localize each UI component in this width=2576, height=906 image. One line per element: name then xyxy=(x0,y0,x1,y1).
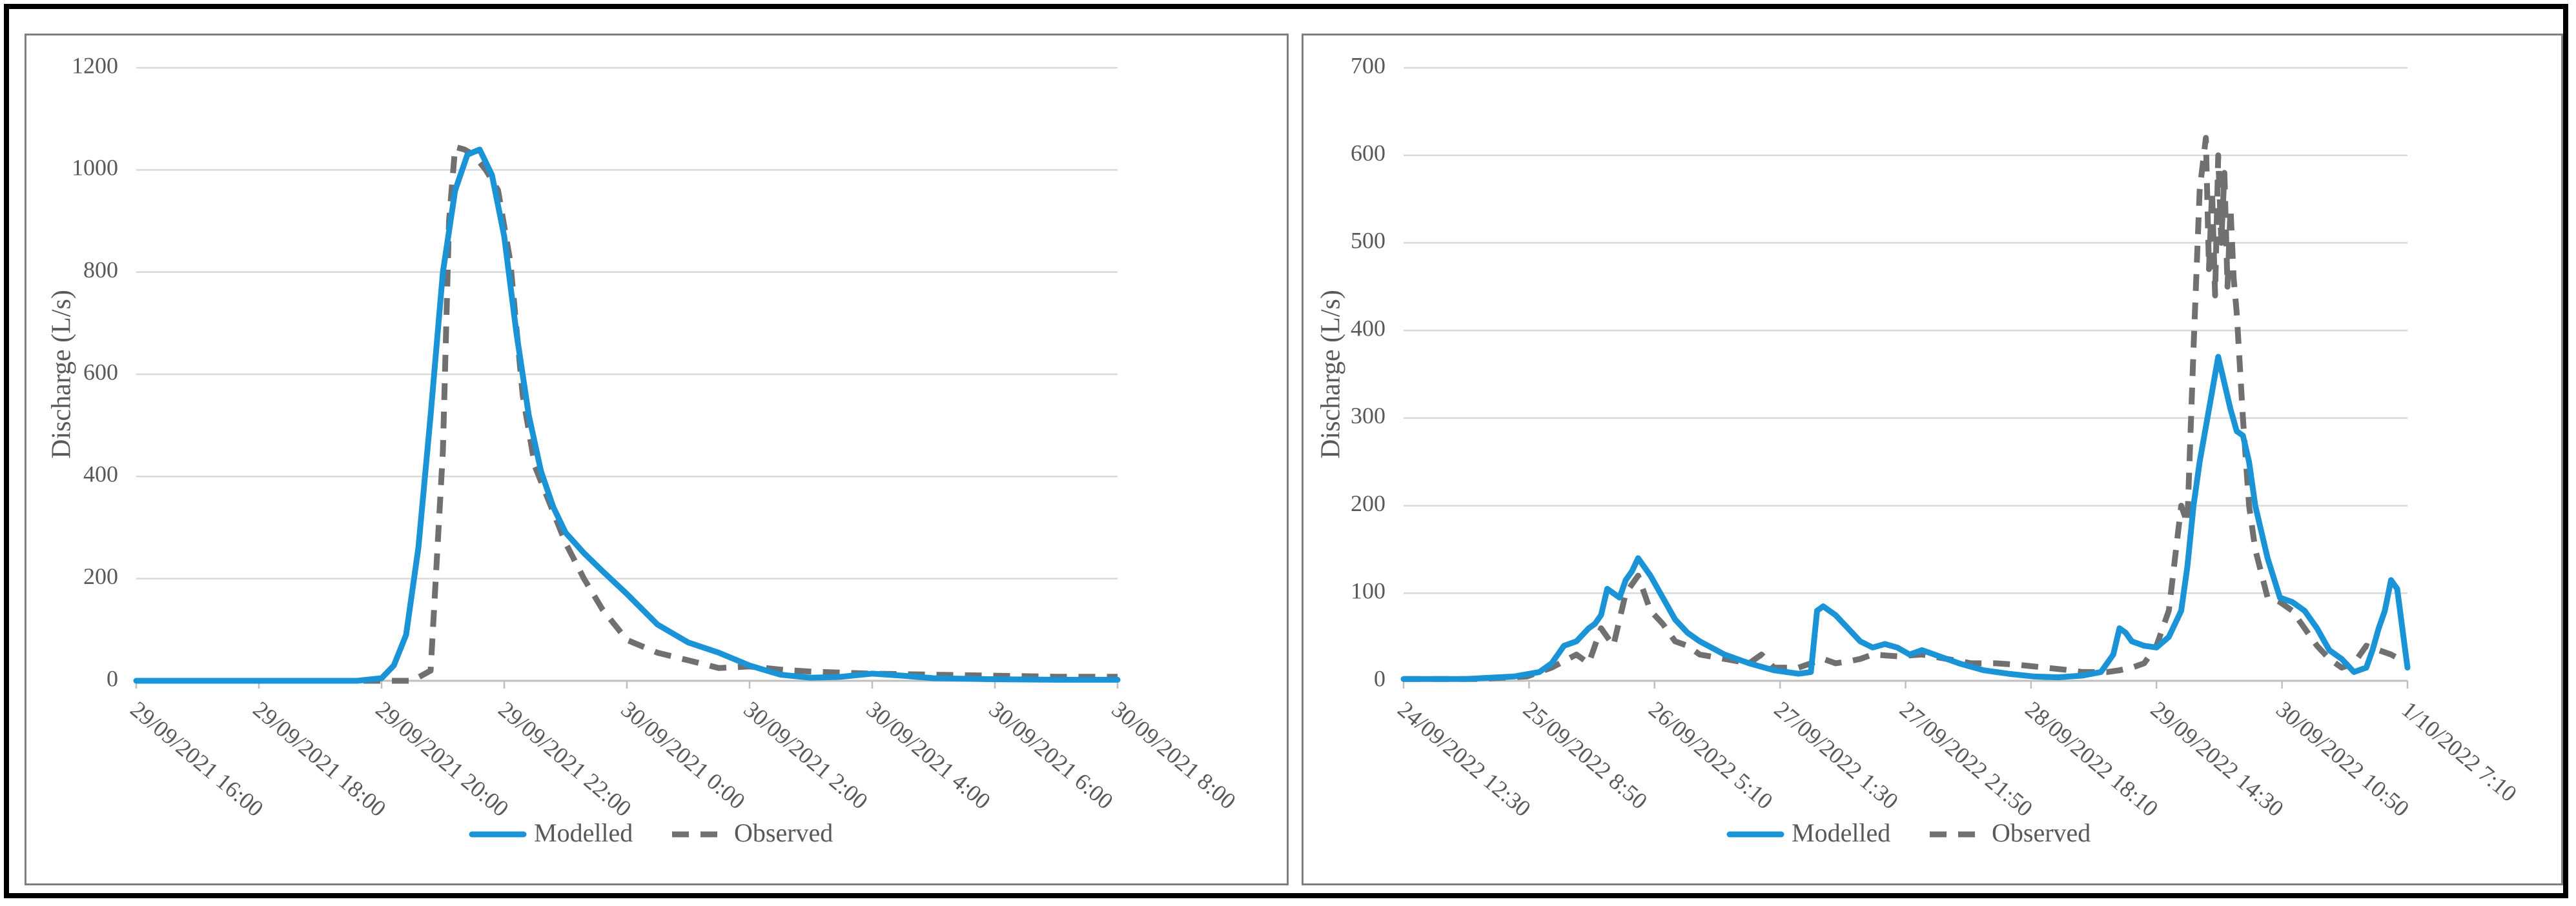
legend-label: Modelled xyxy=(1792,818,1890,847)
x-tick-label: 30/09/2021 6:00 xyxy=(985,696,1118,814)
y-tick-label: 400 xyxy=(1351,315,1385,341)
chart-panel-left: 0 200 400 600 800 1000 1200 29/09/2021 16:00 29/… xyxy=(25,34,1289,885)
y-tick-label: 1000 xyxy=(72,155,118,181)
x-tick-label: 27/09/2022 21:50 xyxy=(1895,696,2038,822)
x-tick-label: 30/09/2021 2:00 xyxy=(739,696,873,814)
y-tick-label: 400 xyxy=(83,461,118,487)
x-tick-label: 29/09/2021 18:00 xyxy=(249,696,391,822)
y-tick-label: 0 xyxy=(107,665,118,691)
x-tick-label: 24/09/2022 12:30 xyxy=(1393,696,1536,822)
y-tick-label: 0 xyxy=(1374,665,1385,691)
y-tick-label: 500 xyxy=(1351,228,1385,254)
x-tick-label: 26/09/2022 5:10 xyxy=(1644,696,1777,814)
series-line-modelled xyxy=(1400,354,2411,682)
legend-label: Observed xyxy=(1992,818,2090,847)
y-tick-label: 200 xyxy=(83,563,118,589)
x-tick-label: 28/09/2022 18:10 xyxy=(2020,696,2163,822)
y-tick-label: 800 xyxy=(83,257,118,283)
x-tick-label: 29/09/2021 20:00 xyxy=(371,696,514,822)
x-tick-label: 30/09/2021 8:00 xyxy=(1107,696,1241,814)
legend-label: Modelled xyxy=(534,818,633,847)
y-tick-label: 200 xyxy=(1351,490,1385,516)
y-tick-label: 700 xyxy=(1351,52,1385,78)
y-tick-label: 600 xyxy=(83,359,118,385)
x-tick-label: 29/09/2021 16:00 xyxy=(126,696,269,822)
x-tick-label: 30/09/2021 4:00 xyxy=(862,696,996,814)
y-tick-label: 100 xyxy=(1351,578,1385,604)
chart-panel-right: 0 100 200 300 400 500 600 700 24/09/2022 12:30 25… xyxy=(1302,34,2563,885)
x-tick-label: 1/10/2022 7:10 xyxy=(2397,696,2522,807)
y-tick-label: 1200 xyxy=(72,52,118,78)
figure-frame: 0 200 400 600 800 1000 1200 29/09/2021 16:00 29/… xyxy=(4,4,2568,898)
x-tick-label: 29/09/2021 22:00 xyxy=(494,696,637,822)
x-tick-label: 30/09/2021 0:00 xyxy=(617,696,750,814)
chart-right-svg: 0 100 200 300 400 500 600 700 24/09/2022 12:3025… xyxy=(1316,52,2522,847)
legend-label: Observed xyxy=(734,818,833,847)
y-axis-title: Discharge (L/s) xyxy=(1316,290,1346,459)
x-tick-label: 25/09/2022 8:50 xyxy=(1518,696,1652,814)
series-line-modelled xyxy=(133,146,1121,684)
y-tick-label: 600 xyxy=(1351,140,1385,166)
y-tick-label: 300 xyxy=(1351,403,1385,428)
x-tick-label: 29/09/2022 14:30 xyxy=(2146,696,2289,822)
series-line-observed xyxy=(136,144,1118,684)
series-line-observed xyxy=(1404,135,2409,682)
y-axis-title: Discharge (L/s) xyxy=(47,290,77,459)
x-tick-label: 27/09/2022 1:30 xyxy=(1770,696,1903,814)
x-tick-label: 30/09/2022 10:50 xyxy=(2271,696,2414,822)
